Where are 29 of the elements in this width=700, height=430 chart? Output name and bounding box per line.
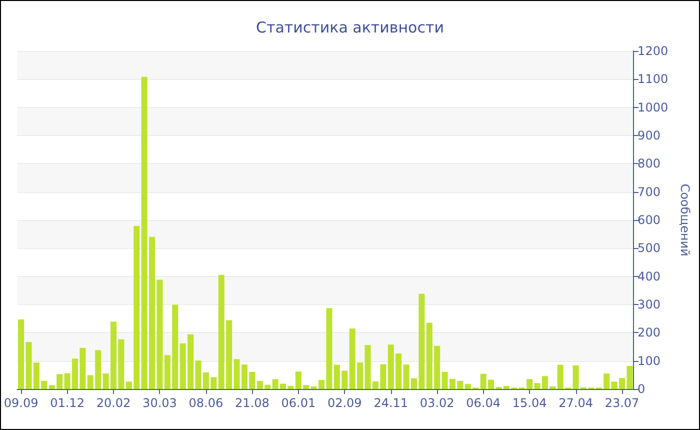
- x-tick-label: 09.09: [4, 396, 38, 410]
- y-tick-label: 1200: [638, 44, 668, 58]
- x-tick-label: 01.12: [50, 396, 84, 410]
- x-tick-label: 15.04: [512, 396, 547, 410]
- y-tick-label: 200: [638, 326, 660, 340]
- y-tick-label: 500: [638, 241, 660, 256]
- y-tick-label: 100: [638, 354, 660, 368]
- x-tick-label: 03.02: [420, 396, 454, 410]
- x-tick-label: 06.04: [466, 396, 500, 410]
- y-tick-label: 700: [638, 184, 660, 199]
- y-tick-label: 1000: [638, 100, 668, 114]
- y-tick-label: 1100: [638, 72, 668, 86]
- y-tick-label: 0: [638, 382, 646, 396]
- chart-title: Статистика активности: [256, 18, 444, 36]
- x-tick-label: 21.08: [235, 396, 270, 410]
- y-tick-label: 400: [638, 269, 660, 284]
- x-tick-label: 23.07: [604, 396, 640, 410]
- y-axis-title: Сообщений: [678, 184, 692, 256]
- y-tick-label: 800: [638, 156, 660, 171]
- x-tick-label: 20.02: [96, 396, 131, 410]
- x-tick-label: 02.09: [327, 396, 362, 410]
- y-tick-label: 300: [638, 298, 660, 312]
- x-tick-label: 06.01: [281, 396, 316, 410]
- x-tick-label: 24.11: [374, 396, 408, 410]
- y-tick-label: 900: [638, 128, 660, 142]
- x-tick-label: 27.04: [558, 396, 593, 410]
- y-tick-label: 600: [638, 213, 660, 227]
- x-tick-label: 08.06: [188, 396, 224, 410]
- x-tick-label: 30.03: [142, 396, 177, 410]
